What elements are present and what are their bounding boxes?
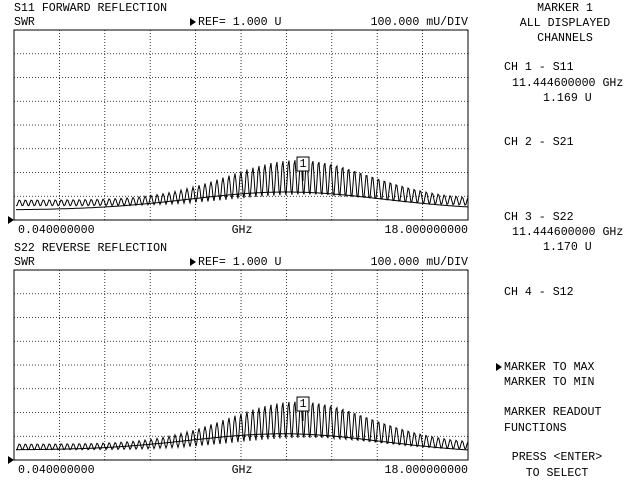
plot-title: S22 REVERSE REFLECTION [14, 242, 167, 255]
stop-frequency: 18.000000000 [385, 224, 469, 237]
channel-label: CH 4 - S12 [504, 286, 574, 299]
frequency-unit: GHz [232, 224, 253, 237]
menu-option[interactable]: MARKER TO MIN [504, 376, 594, 389]
scale-label: 100.000 mU/DIV [371, 16, 468, 29]
format-label: SWR [14, 16, 35, 29]
prompt: TO SELECT [526, 467, 589, 480]
scale-label: 100.000 mU/DIV [371, 256, 468, 269]
trace [15, 401, 469, 451]
frequency-unit: GHz [232, 464, 253, 477]
channel-label: CH 3 - S22 [504, 211, 574, 224]
trace [16, 433, 469, 451]
ref-label: REF= 1.000 U [198, 16, 282, 29]
menu-function: MARKER READOUT [504, 406, 601, 419]
marker-value: 1.169 U [543, 92, 592, 105]
prompt: PRESS <ENTER> [512, 451, 602, 464]
menu-heading: CHANNELS [537, 32, 593, 45]
ref-arrow [190, 258, 196, 266]
plot-title: S11 FORWARD REFLECTION [14, 2, 167, 15]
marker-frequency: 11.444600000 GHz [512, 226, 623, 239]
start-frequency: 0.040000000 [18, 464, 95, 477]
trace [15, 160, 469, 207]
channel-label: CH 2 - S21 [504, 136, 574, 149]
ref-position-arrow [8, 216, 14, 224]
selection-arrow [496, 363, 502, 371]
marker-label: 1 [300, 398, 307, 411]
menu-function: FUNCTIONS [504, 422, 567, 435]
menu-heading: ALL DISPLAYED [520, 17, 610, 30]
plot-frame [13, 29, 469, 221]
marker-label: 1 [300, 158, 307, 171]
ref-label: REF= 1.000 U [198, 256, 282, 269]
marker-value: 1.170 U [543, 241, 592, 254]
channel-label: CH 1 - S11 [504, 61, 574, 74]
menu-option[interactable]: MARKER TO MAX [504, 361, 594, 374]
plot-frame [13, 269, 469, 461]
start-frequency: 0.040000000 [18, 224, 95, 237]
ref-position-arrow [8, 456, 14, 464]
trace [15, 191, 469, 211]
stop-frequency: 18.000000000 [385, 464, 469, 477]
format-label: SWR [14, 256, 35, 269]
menu-heading: MARKER 1 [537, 2, 593, 15]
ref-arrow [190, 18, 196, 26]
marker-frequency: 11.444600000 GHz [512, 77, 623, 90]
